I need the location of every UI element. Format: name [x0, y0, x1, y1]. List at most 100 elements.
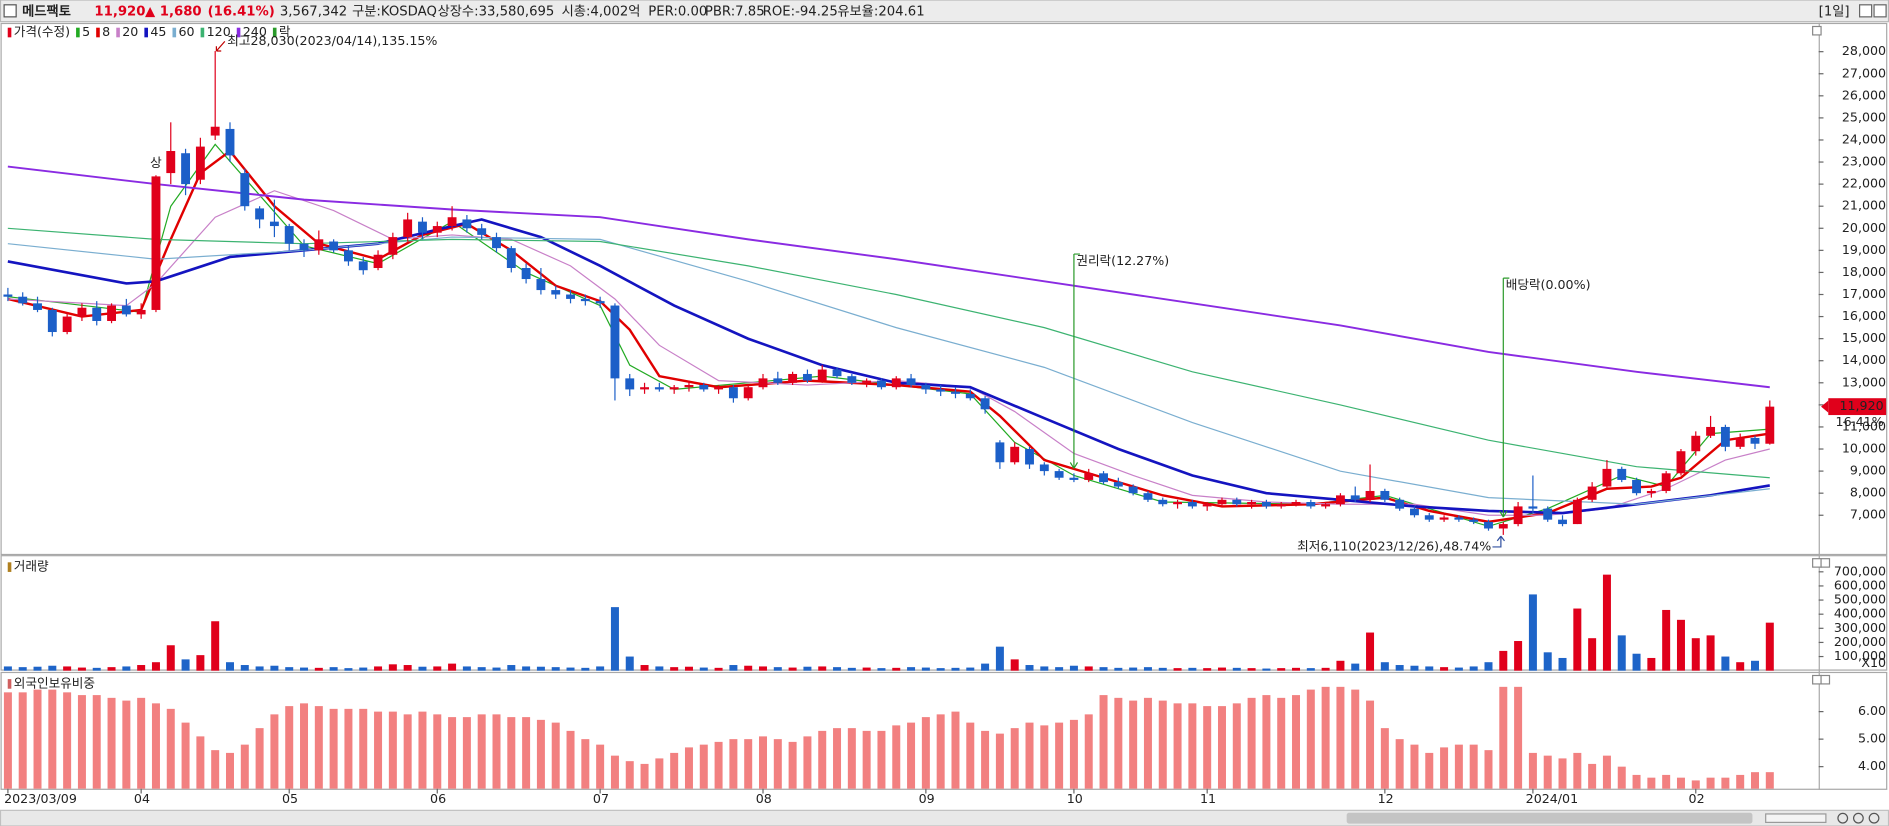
- bar: [1632, 774, 1641, 789]
- candle-body: [284, 226, 294, 244]
- bar: [892, 667, 901, 671]
- bar: [462, 666, 471, 671]
- window-button[interactable]: [1873, 4, 1887, 18]
- bar: [833, 728, 842, 789]
- panel-title-swatch: [7, 679, 12, 689]
- candle-body: [773, 378, 783, 383]
- bar: [1232, 703, 1241, 789]
- x-tick-label: 05: [282, 791, 298, 806]
- candle-body: [77, 307, 87, 317]
- y-tick-label: 15,000: [1842, 330, 1886, 345]
- candle-body: [62, 316, 72, 333]
- bar: [833, 667, 842, 671]
- bar: [1514, 641, 1523, 671]
- candle-body: [314, 239, 324, 251]
- bar: [211, 750, 220, 789]
- x-tick-label: 07: [593, 791, 609, 806]
- period-button[interactable]: [1일]: [1819, 3, 1850, 19]
- bar: [640, 763, 649, 789]
- bar: [536, 666, 545, 671]
- candle-body: [1321, 504, 1331, 507]
- y-tick-label: 600,000: [1834, 577, 1886, 592]
- panel-button[interactable]: [1812, 558, 1822, 568]
- bar: [314, 706, 323, 789]
- zoom-icon[interactable]: [1852, 812, 1864, 824]
- legend-swatch: [172, 27, 177, 38]
- candle-body: [1084, 473, 1094, 480]
- bar: [388, 711, 397, 789]
- bar: [522, 717, 531, 789]
- panel-button[interactable]: [1820, 674, 1831, 685]
- bar: [255, 666, 264, 671]
- y-tick-label: 16,000: [1842, 308, 1886, 323]
- bar: [759, 666, 768, 671]
- candle-body: [329, 241, 339, 251]
- bar: [625, 656, 634, 671]
- y-tick-label: 9,000: [1850, 463, 1886, 478]
- y-tick-label: 11,000: [1842, 418, 1886, 433]
- bar: [1055, 667, 1064, 671]
- candle-body: [595, 301, 605, 304]
- bar: [48, 665, 57, 671]
- bar: [936, 714, 945, 789]
- legend-swatch: [200, 27, 205, 38]
- bar: [300, 703, 309, 789]
- candle-body: [699, 385, 709, 390]
- y-tick-label: 18,000: [1842, 264, 1886, 279]
- bar: [1676, 777, 1685, 789]
- bar: [1395, 665, 1404, 671]
- bar: [77, 695, 86, 789]
- bar: [1306, 668, 1315, 671]
- bar: [1366, 700, 1375, 789]
- bar: [1173, 703, 1182, 789]
- bar: [566, 730, 575, 789]
- bar: [951, 667, 960, 671]
- candle-body: [299, 243, 309, 251]
- x-tick-label: 08: [756, 791, 772, 806]
- panel-button[interactable]: [1812, 25, 1822, 36]
- zoom-icon[interactable]: [1868, 812, 1880, 824]
- candle-body: [240, 173, 250, 207]
- bar: [1158, 700, 1167, 789]
- scroll-thumb[interactable]: [1346, 812, 1753, 824]
- price: 11,920: [94, 4, 145, 19]
- zoom-icon[interactable]: [1837, 812, 1849, 824]
- bar: [18, 667, 27, 671]
- price-tag-label: 11,920: [1839, 398, 1883, 413]
- bar: [1247, 697, 1256, 789]
- candle-body: [625, 378, 635, 390]
- bar: [137, 697, 146, 789]
- change-tag-label: 16.41%: [1836, 414, 1884, 429]
- bar: [551, 722, 560, 789]
- bar: [566, 667, 575, 671]
- candle-body: [121, 305, 131, 315]
- candle-body: [1454, 517, 1464, 520]
- candle-body: [832, 369, 842, 377]
- candle-body: [1439, 517, 1449, 520]
- checkbox[interactable]: [3, 4, 17, 18]
- bar: [240, 744, 249, 789]
- bar: [1440, 667, 1449, 671]
- panel-button[interactable]: [1820, 558, 1831, 568]
- bar: [522, 666, 531, 671]
- bar: [981, 730, 990, 789]
- candle-body: [1350, 495, 1360, 500]
- bar: [803, 666, 812, 671]
- candle-body: [1306, 502, 1316, 507]
- window-button[interactable]: [1859, 4, 1873, 18]
- bar: [1129, 667, 1138, 671]
- zoom-slider[interactable]: [1765, 813, 1827, 823]
- change-pct: (16.41%): [208, 4, 275, 19]
- panel-button[interactable]: [1812, 674, 1822, 685]
- bar: [225, 752, 234, 789]
- panel-title: 외국인보유비중: [14, 675, 95, 690]
- bar: [1099, 695, 1108, 789]
- y-tick-label: 13,000: [1842, 374, 1886, 389]
- bar: [1602, 574, 1611, 671]
- bar: [448, 663, 457, 671]
- bar: [1351, 663, 1360, 671]
- bar: [270, 714, 279, 789]
- candle-body: [965, 393, 975, 399]
